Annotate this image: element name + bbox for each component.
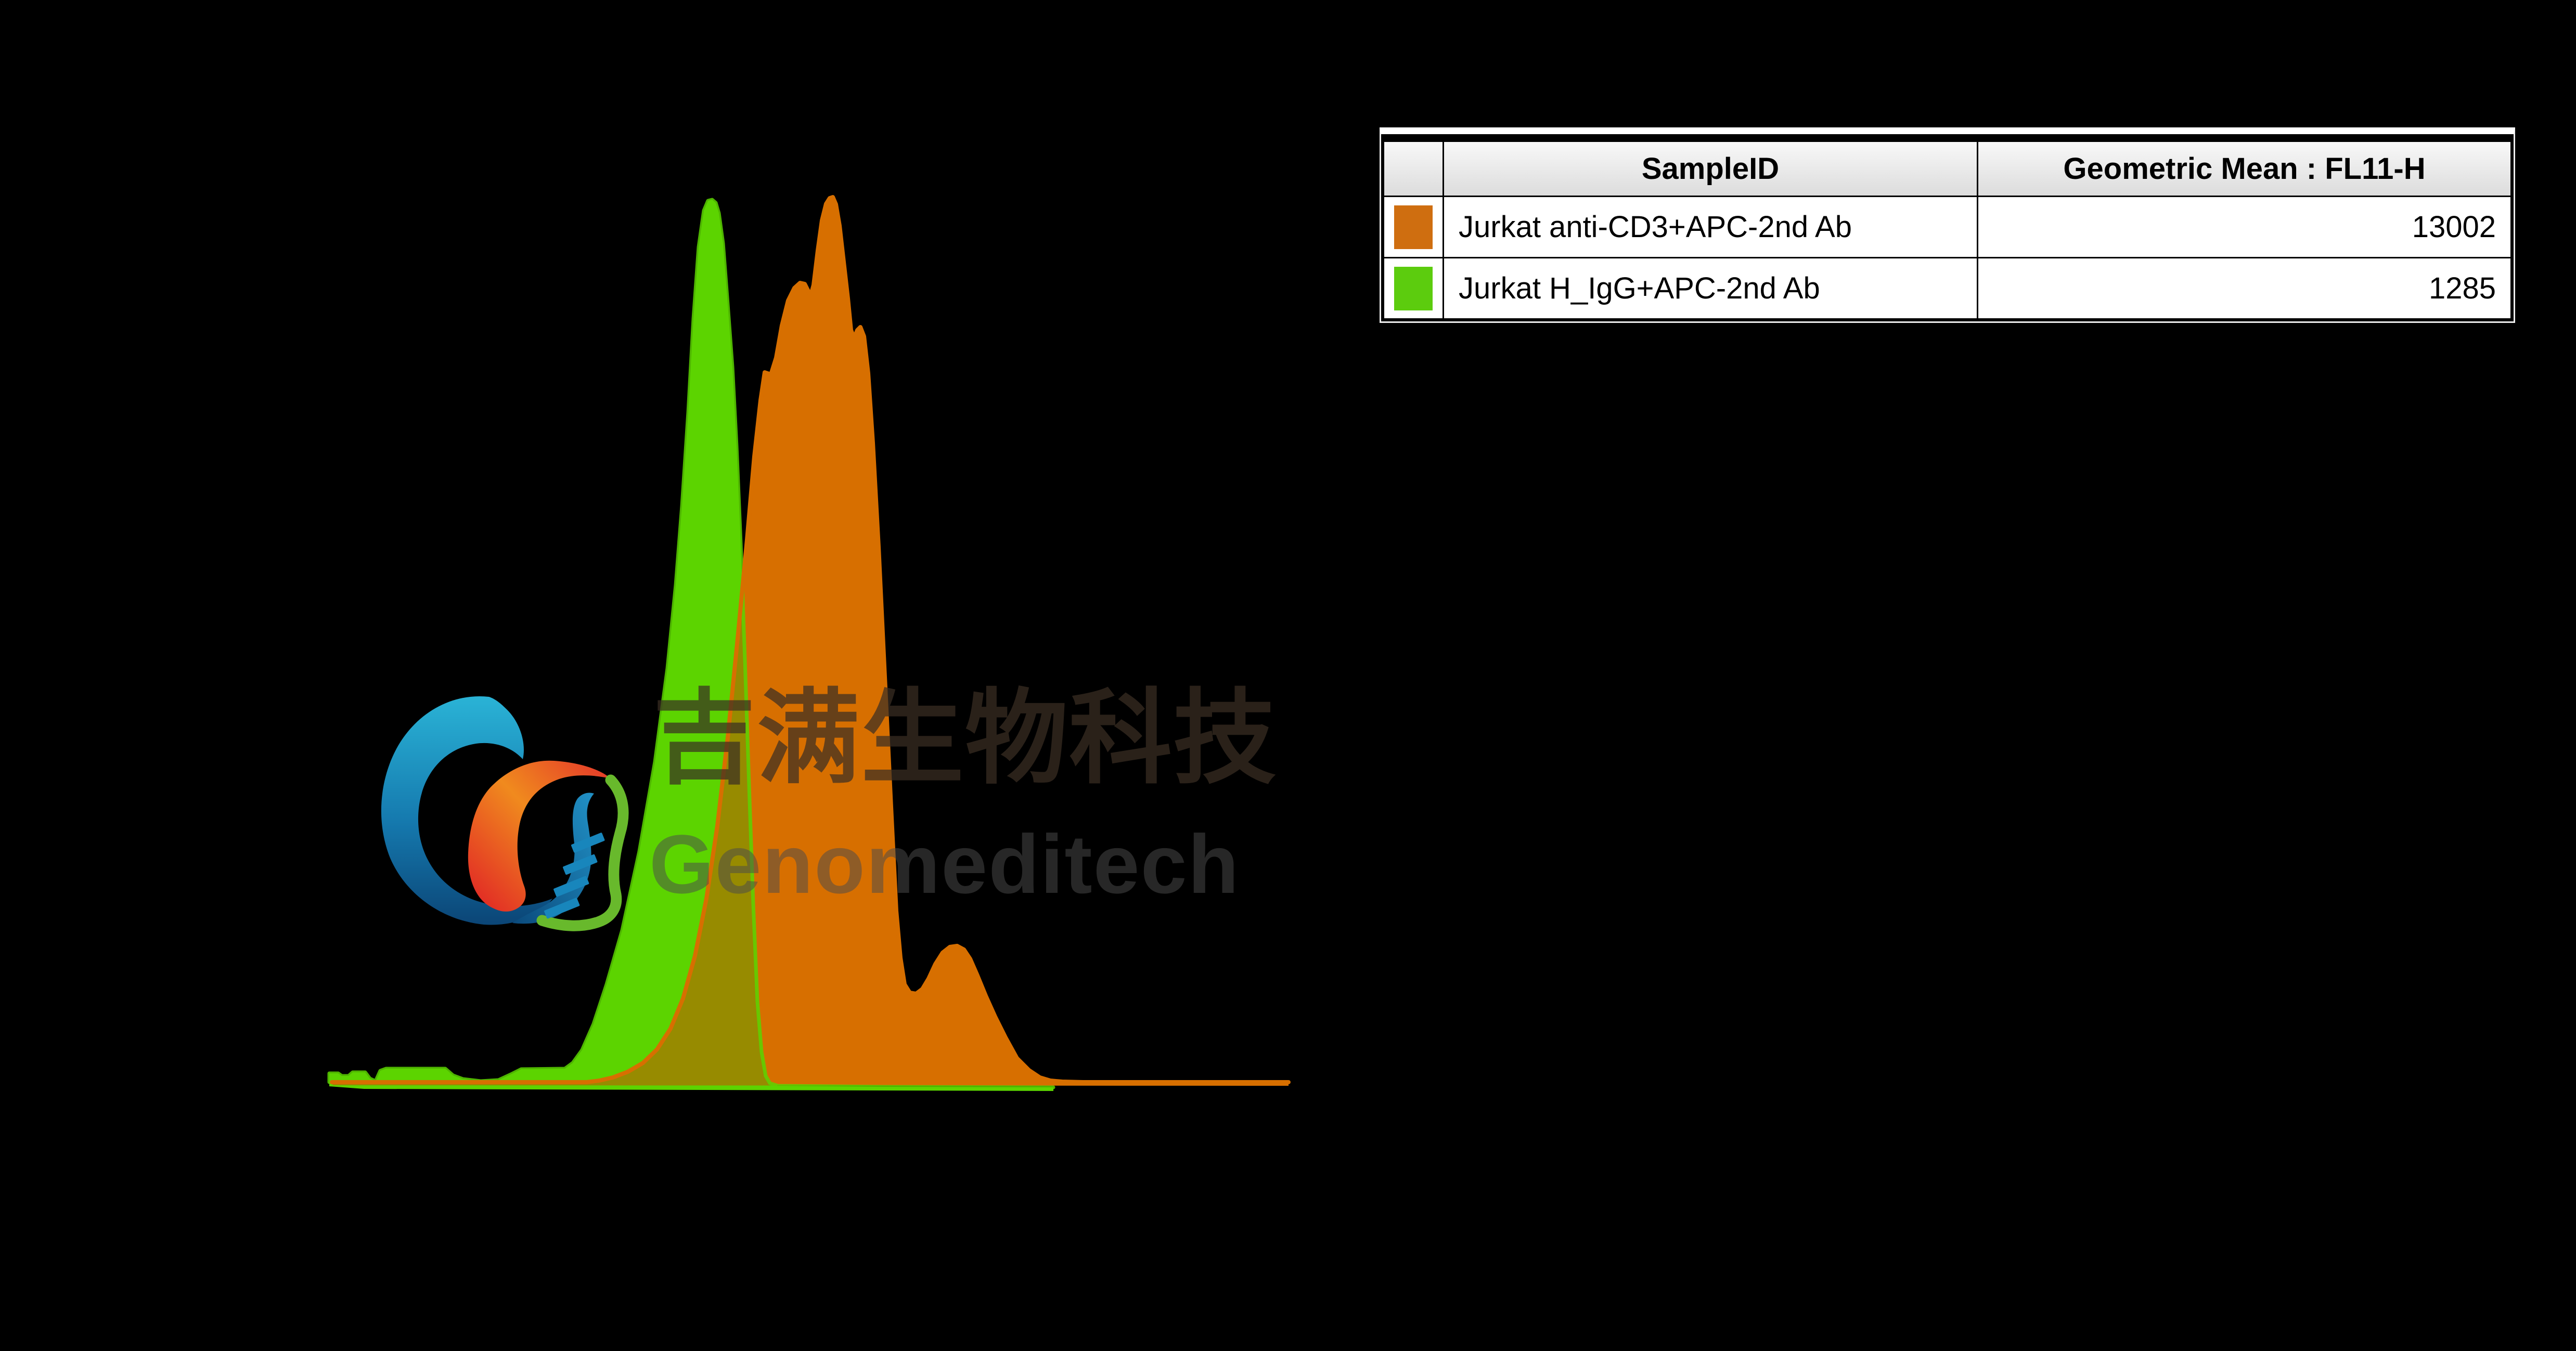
watermark-chinese-text: 吉满生物科技 bbox=[653, 681, 1277, 796]
logo-dna-strand bbox=[512, 793, 594, 924]
logo-red-drop bbox=[468, 760, 611, 912]
geo-mean-cell: 13002 bbox=[1977, 196, 2513, 258]
legend-header-row: SampleID Geometric Mean : FL11-H bbox=[1382, 139, 2513, 197]
orange-hist-fill bbox=[332, 197, 1289, 1086]
sample-id-cell: Jurkat anti-CD3+APC-2nd Ab bbox=[1442, 196, 1978, 258]
logo-dna-rungs bbox=[544, 833, 605, 919]
orange-hist-outline bbox=[330, 195, 1291, 1084]
legend-header-swatch bbox=[1382, 139, 1444, 197]
logo-blue-swirl bbox=[381, 696, 552, 925]
genomeditech-logo bbox=[381, 696, 629, 931]
orange-swatch-icon bbox=[1394, 205, 1433, 249]
green-hist-outline bbox=[327, 198, 1055, 1089]
legend-row-anti-cd3: Jurkat anti-CD3+APC-2nd Ab 13002 bbox=[1382, 196, 2513, 258]
legend-row-higg: Jurkat H_IgG+APC-2nd Ab 1285 bbox=[1382, 257, 2513, 321]
logo-leaf-ribbon bbox=[536, 774, 629, 931]
legend-header-sampleid: SampleID bbox=[1442, 139, 1978, 197]
green-swatch-icon bbox=[1394, 266, 1433, 310]
swatch-cell-orange bbox=[1382, 196, 1444, 258]
green-hist-fill bbox=[329, 200, 1053, 1091]
geo-mean-cell: 1285 bbox=[1977, 257, 2513, 321]
legend-header-geomean: Geometric Mean : FL11-H bbox=[1977, 139, 2513, 197]
legend-table: SampleID Geometric Mean : FL11-H Jurkat … bbox=[1381, 139, 2514, 321]
sample-id-cell: Jurkat H_IgG+APC-2nd Ab bbox=[1442, 257, 1978, 321]
swatch-cell-green bbox=[1382, 257, 1444, 321]
watermark-genomeditech-text: Genomeditech bbox=[649, 817, 1240, 911]
legend-table-frame: SampleID Geometric Mean : FL11-H Jurkat … bbox=[1380, 127, 2515, 323]
